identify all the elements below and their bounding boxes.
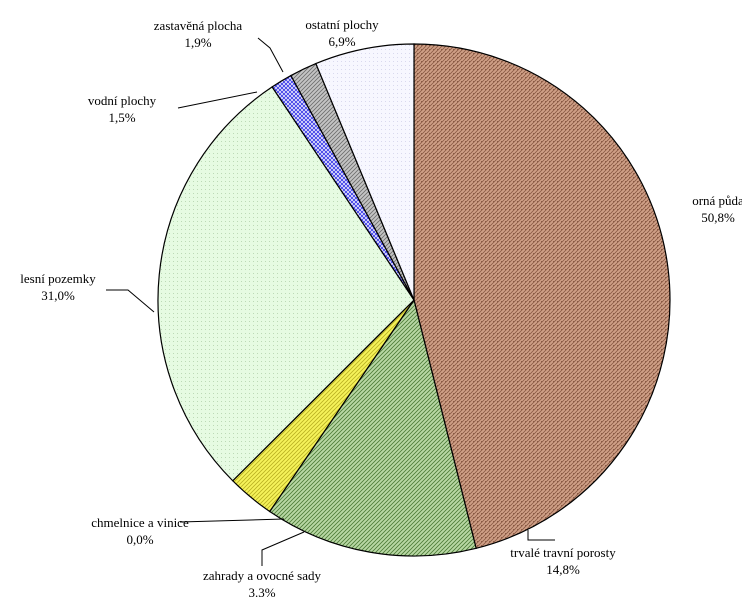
leader-line-7 [257,37,284,73]
slice-label-1: orná půda [692,193,742,208]
slice-value-1: 50,8% [701,210,735,225]
slice-label-2: trvalé travní porosty [510,545,616,560]
leader-line-5 [106,289,155,313]
slice-labels: orná půda 50,8% trvalé travní porosty 14,8%… [20,17,742,600]
pie-slice-2 [268,298,477,557]
leader-line-4 [179,518,285,523]
leader-line-3 [261,531,305,566]
slice-label-7: zastavěná plocha [154,18,243,33]
slice-value-3: 3.3% [248,585,275,600]
slice-label-4: chmelnice a vinice [91,515,189,530]
slice-label-6: vodní plochy [88,93,157,108]
slice-label-5: lesní pozemky [20,271,96,286]
slice-label-8: ostatní plochy [305,17,379,32]
slice-value-8: 6,9% [328,34,355,49]
pie-slice-1 [413,43,671,550]
slice-value-2: 14,8% [546,562,580,577]
slice-value-4: 0,0% [126,532,153,547]
leader-lines [106,37,555,566]
slice-label-3: zahrady a ovocné sady [203,568,322,583]
leader-line-6 [177,91,258,109]
slice-value-7: 1,9% [184,35,211,50]
pie-slices [157,43,671,557]
pie-slice-5 [157,86,415,482]
slice-value-6: 1,5% [108,110,135,125]
slice-value-5: 31,0% [41,288,75,303]
leader-line-2 [527,530,555,541]
pie-slice-8 [315,43,415,301]
